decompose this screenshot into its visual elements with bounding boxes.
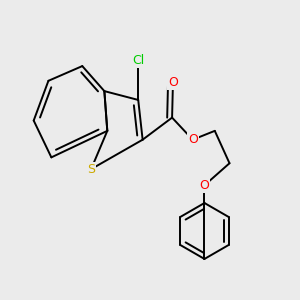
Text: O: O [168,76,178,89]
Text: O: O [188,133,198,146]
Text: O: O [200,179,209,192]
Text: Cl: Cl [132,54,144,67]
Text: S: S [87,163,95,176]
